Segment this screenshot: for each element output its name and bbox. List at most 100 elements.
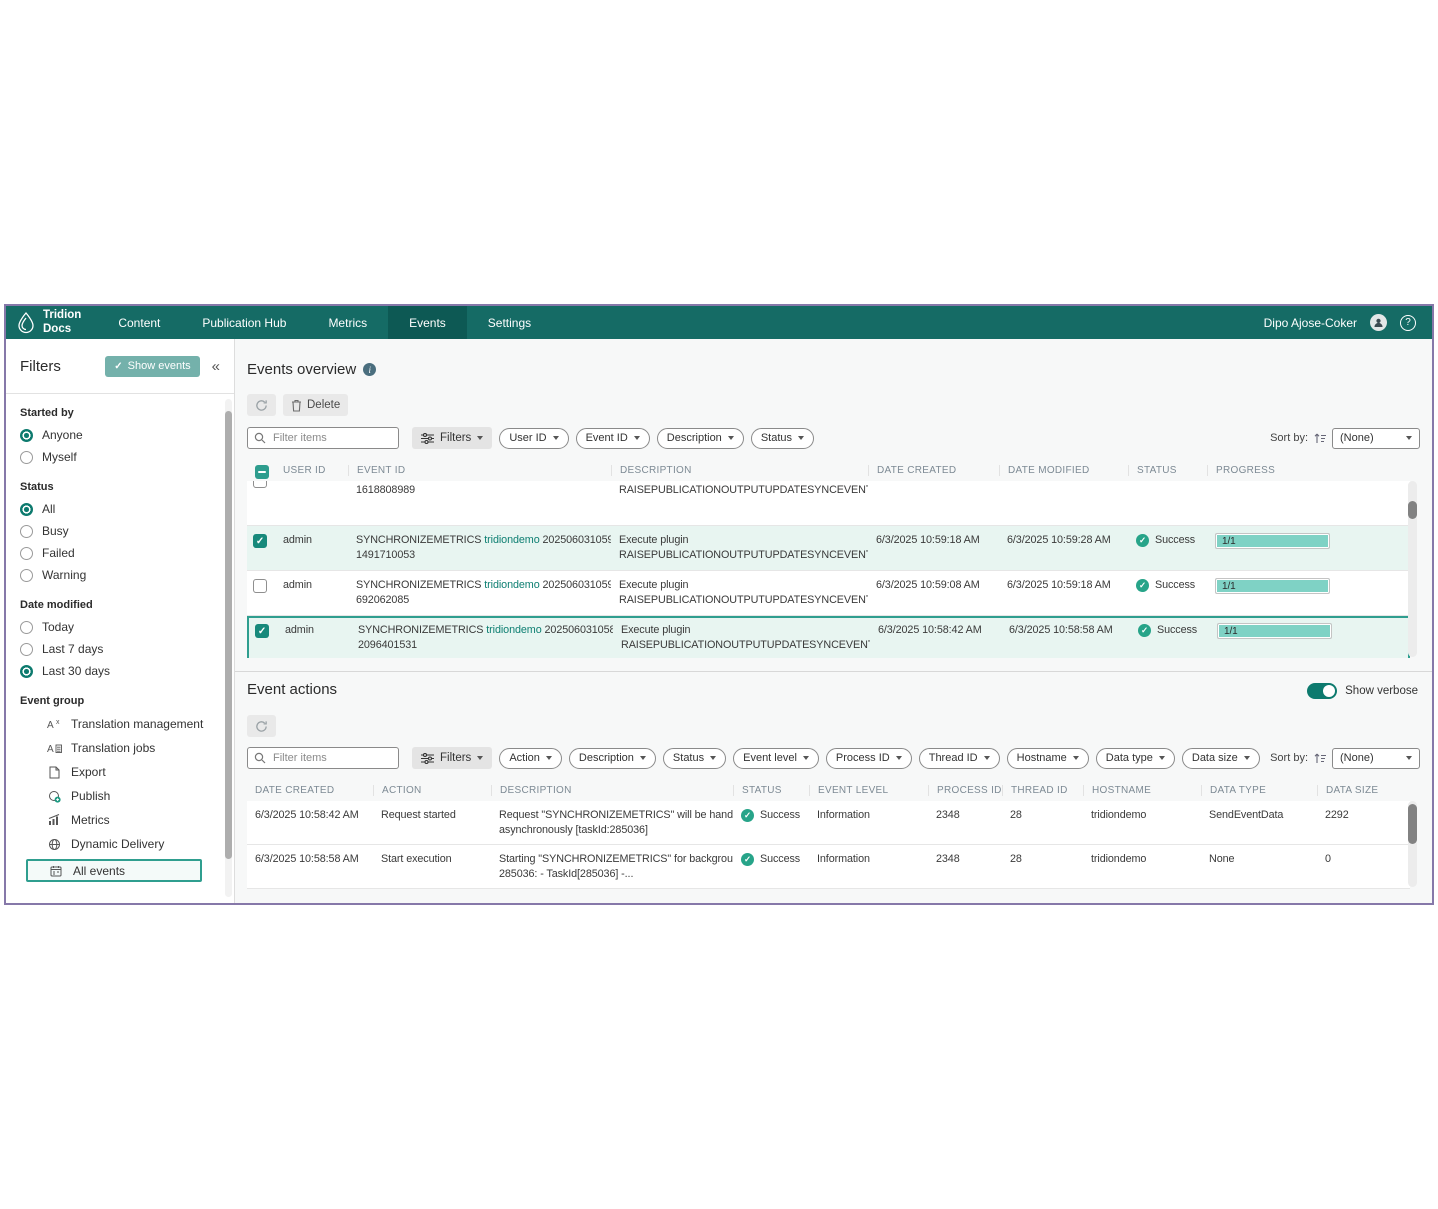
column-header[interactable]: THREAD ID [1002, 785, 1083, 796]
pill-description[interactable]: Description [656, 427, 744, 449]
filters-button[interactable]: Filters [412, 427, 493, 449]
radio-anyone[interactable]: Anyone [20, 424, 220, 446]
collapse-sidebar-icon[interactable]: « [211, 357, 220, 375]
radio-last-7-days[interactable]: Last 7 days [20, 638, 220, 660]
delete-button[interactable]: Delete [283, 394, 349, 416]
cell-status: Success [1130, 618, 1209, 638]
pill-description[interactable]: Description [568, 747, 656, 769]
table-row[interactable]: admin SYNCHRONIZEMETRICS tridiondemo 202… [247, 616, 1410, 658]
filter-items-input[interactable] [271, 431, 392, 445]
table-row[interactable]: admin SYNCHRONIZEMETRICS tridiondemo 202… [247, 571, 1410, 616]
radio-last-30-days[interactable]: Last 30 days [20, 660, 220, 682]
column-header[interactable]: DESCRIPTION [491, 785, 733, 796]
nav-item-metrics[interactable]: Metrics [328, 315, 368, 330]
progress-bar: 1/1 [1215, 578, 1330, 594]
user-avatar-icon[interactable] [1370, 314, 1387, 331]
pill-status[interactable]: Status [750, 427, 814, 449]
radio-failed[interactable]: Failed [20, 542, 220, 564]
row-checkbox[interactable] [253, 534, 267, 548]
sort-order-icon[interactable] [1314, 433, 1326, 444]
main-content: Events overview i Delete [235, 339, 1432, 903]
radio-all[interactable]: All [20, 498, 220, 520]
column-header[interactable]: EVENT LEVEL [809, 785, 928, 796]
table-row-partial[interactable]: 1618808989 RAISEPUBLICATIONOUTPUTUPDATES… [247, 481, 1410, 526]
actions-scrollbar-thumb[interactable] [1408, 804, 1417, 844]
refresh-button[interactable] [247, 715, 276, 737]
refresh-button[interactable] [247, 394, 276, 416]
row-checkbox[interactable] [253, 481, 267, 488]
actions-scrollbar[interactable] [1408, 801, 1417, 887]
radio-warning[interactable]: Warning [20, 564, 220, 586]
table-row[interactable]: 6/3/2025 10:58:58 AM Start execution Sta… [247, 845, 1410, 889]
user-name[interactable]: Dipo Ajose-Coker [1263, 315, 1357, 330]
overview-scrollbar[interactable] [1408, 481, 1417, 657]
filters-button[interactable]: Filters [412, 747, 493, 769]
column-header[interactable]: PROGRESS [1207, 465, 1410, 476]
column-header[interactable]: DATE MODIFIED [999, 465, 1128, 476]
pill-action[interactable]: Action [499, 747, 562, 769]
cell-hostname: tridiondemo [1091, 853, 1147, 865]
radio-today[interactable]: Today [20, 616, 220, 638]
pill-hostname[interactable]: Hostname [1006, 747, 1089, 769]
column-header[interactable]: ACTION [373, 785, 491, 796]
sidebar-item-dynamic-delivery[interactable]: Dynamic Delivery [20, 832, 220, 856]
date-modified-section: Date modified Today Last 7 days Last 30 … [6, 599, 234, 682]
pill-data-type[interactable]: Data type [1095, 747, 1175, 769]
column-header[interactable]: PROCESS ID [928, 785, 1002, 796]
pill-data-size[interactable]: Data size [1181, 747, 1260, 769]
column-header[interactable]: USER ID [283, 465, 326, 476]
help-icon[interactable]: ? [1400, 314, 1416, 331]
pill-event-level[interactable]: Event level [733, 747, 819, 769]
cell-event-level: Information [817, 853, 870, 865]
cell-action: Start execution [381, 853, 452, 865]
radio-off-icon [20, 620, 33, 634]
table-row[interactable]: 6/3/2025 10:58:42 AM Request started Req… [247, 801, 1410, 845]
sort-by-label: Sort by: [1270, 432, 1308, 444]
column-header[interactable]: STATUS [1128, 465, 1207, 476]
column-header[interactable]: HOSTNAME [1083, 785, 1201, 796]
nav-item-events[interactable]: Events [388, 306, 467, 339]
column-header[interactable]: STATUS [733, 785, 809, 796]
pill-process-id[interactable]: Process ID [825, 747, 912, 769]
sidebar-item-translation-jobs[interactable]: A Translation jobs [20, 736, 220, 760]
select-all-checkbox[interactable] [255, 465, 269, 479]
filter-items-input[interactable] [271, 751, 392, 765]
pill-thread-id[interactable]: Thread ID [918, 747, 1000, 769]
show-events-button[interactable]: Show events [105, 355, 200, 377]
nav-item-settings[interactable]: Settings [487, 315, 532, 330]
row-checkbox[interactable] [253, 579, 267, 593]
radio-busy[interactable]: Busy [20, 520, 220, 542]
column-header[interactable]: DESCRIPTION [611, 465, 868, 476]
row-checkbox[interactable] [255, 624, 269, 638]
pill-event-id[interactable]: Event ID [575, 427, 650, 449]
radio-myself[interactable]: Myself [20, 446, 220, 468]
dynamic-delivery-icon [46, 838, 62, 851]
table-row[interactable]: admin SYNCHRONIZEMETRICS tridiondemo 202… [247, 526, 1410, 571]
radio-off-icon [20, 524, 33, 538]
sidebar-item-export[interactable]: Export [20, 760, 220, 784]
sort-select[interactable]: (None) [1332, 747, 1420, 769]
chevron-down-icon [1158, 756, 1165, 760]
sidebar-item-metrics[interactable]: Metrics [20, 808, 220, 832]
column-header[interactable]: DATA TYPE [1201, 785, 1317, 796]
success-icon [741, 853, 754, 866]
sort-select[interactable]: (None) [1332, 427, 1420, 449]
sort-order-icon[interactable] [1314, 753, 1326, 764]
nav-item-publication-hub[interactable]: Publication Hub [202, 315, 287, 330]
pill-status[interactable]: Status [662, 747, 727, 769]
show-verbose-toggle[interactable] [1307, 683, 1338, 699]
column-header[interactable]: DATE CREATED [255, 785, 335, 796]
sidebar-item-all-events[interactable]: All events [26, 859, 202, 882]
info-icon[interactable]: i [363, 363, 377, 376]
nav-item-content[interactable]: Content [118, 315, 161, 330]
sidebar-scrollbar[interactable] [225, 399, 232, 897]
sliders-icon [421, 752, 434, 764]
sidebar-item-publish[interactable]: Publish [20, 784, 220, 808]
column-header[interactable]: DATE CREATED [868, 465, 999, 476]
overview-scrollbar-thumb[interactable] [1408, 501, 1417, 519]
pill-user-id[interactable]: User ID [499, 427, 569, 449]
column-header[interactable]: EVENT ID [348, 465, 611, 476]
column-header[interactable]: DATA SIZE [1317, 785, 1410, 796]
sidebar-scrollbar-thumb[interactable] [225, 411, 232, 859]
